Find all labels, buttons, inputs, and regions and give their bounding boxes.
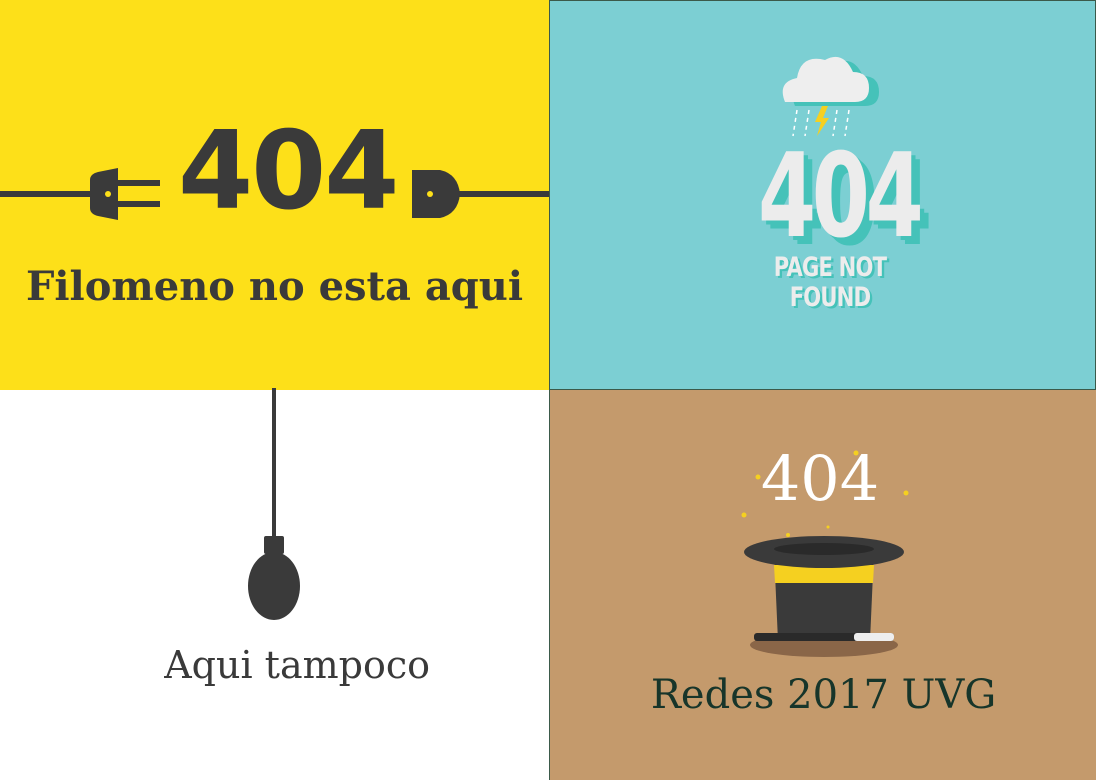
plug-panel: 404 Filomeno no esta aqui	[0, 0, 549, 390]
plug-icon	[0, 168, 549, 220]
cloud-404-title: 404	[758, 129, 924, 264]
page-not-found-text: PAGE NOT FOUND	[773, 252, 887, 313]
magic-panel: 404 Redes 2017 UVG	[549, 390, 1096, 780]
storm-cloud-icon	[782, 56, 879, 137]
cloud-panel: 404 PAGE NOT FOUND	[549, 0, 1096, 390]
plug-404-title: 404	[178, 109, 399, 234]
magic-hat-icon	[741, 450, 909, 657]
bulb-subtitle: Aqui tampoco	[164, 643, 430, 687]
light-bulb-icon	[248, 388, 300, 620]
magic-subtitle: Redes 2017 UVG	[650, 672, 997, 718]
magic-404-title: 404	[760, 442, 880, 515]
plug-subtitle: Filomeno no esta aqui	[25, 263, 524, 310]
